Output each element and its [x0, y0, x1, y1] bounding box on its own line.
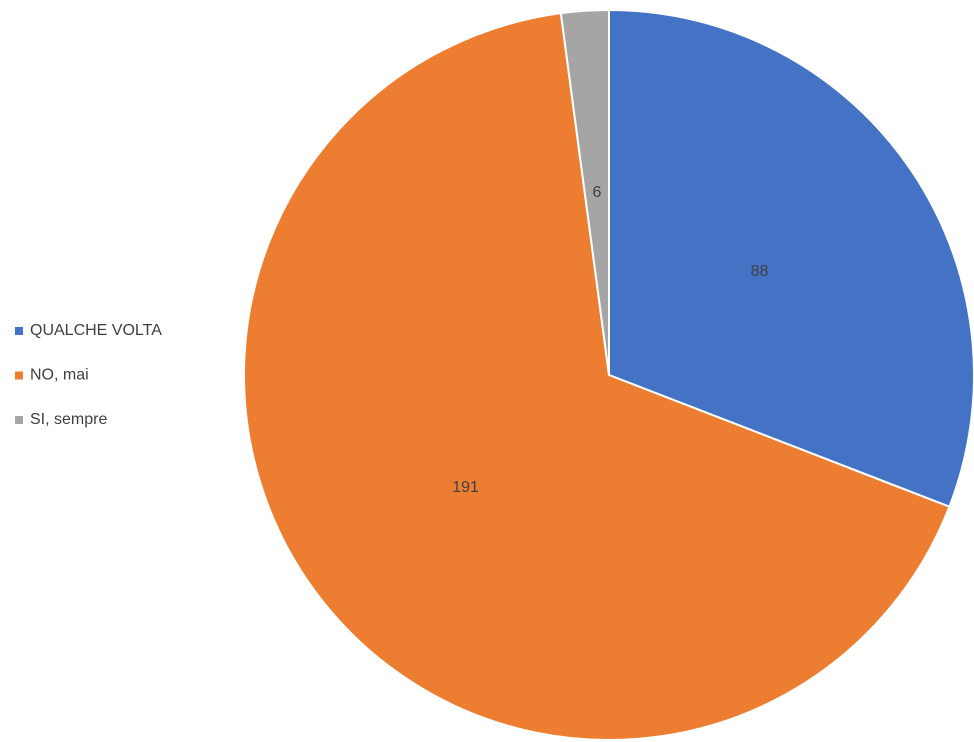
pie-slice [608, 8, 974, 509]
legend-label: SI, sempre [30, 411, 107, 428]
data-label: 6 [592, 184, 601, 201]
data-label: 88 [751, 263, 769, 280]
legend-label: NO, mai [30, 367, 89, 384]
legend-marker [15, 371, 23, 380]
pie-slice [243, 12, 951, 741]
legend-label: QUALCHE VOLTA [30, 322, 162, 339]
pie-slice [559, 8, 610, 376]
legend-marker [15, 416, 23, 424]
legend-marker [15, 327, 23, 335]
data-label: 191 [452, 479, 479, 496]
